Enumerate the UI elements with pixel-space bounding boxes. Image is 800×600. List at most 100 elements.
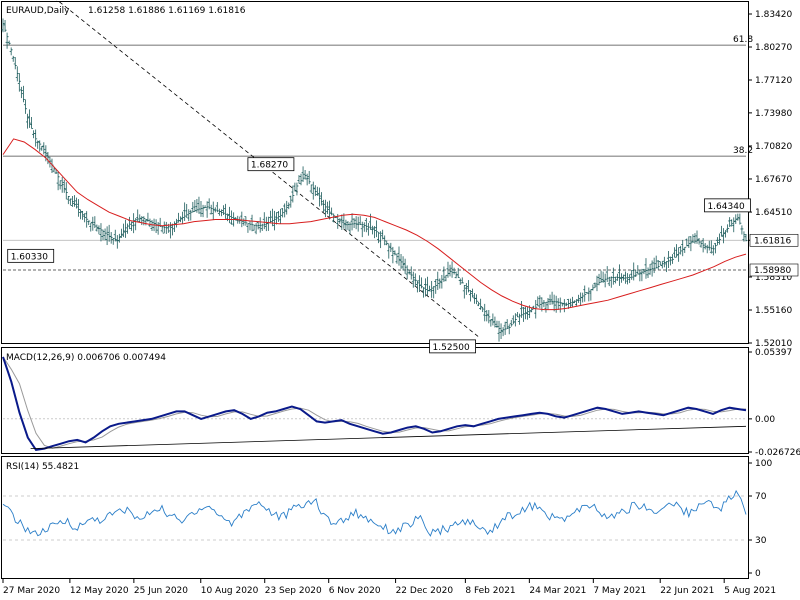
current-price-badge: 1.61816 xyxy=(754,236,791,246)
ohlc-bar xyxy=(648,264,652,275)
ohlc-bar xyxy=(346,221,350,230)
ohlc-bar xyxy=(138,214,142,223)
ohlc-bar xyxy=(228,206,232,224)
ohlc-bar xyxy=(505,319,509,330)
ohlc-bar xyxy=(477,301,481,307)
ohlc-bar xyxy=(113,229,117,242)
ohlc-bar xyxy=(277,210,281,222)
ohlc-bar xyxy=(519,301,523,318)
ohlc-bar xyxy=(460,277,464,284)
ohlc-bar xyxy=(493,316,497,328)
price-axis-tick-label-9: 1.55160 xyxy=(755,306,792,316)
price-axis-tick-label-8: 1.58310 xyxy=(755,273,792,283)
price-label-3: 1.64340 xyxy=(707,202,744,212)
ohlc-bar xyxy=(448,264,452,277)
ohlc-bar xyxy=(397,246,401,266)
ohlc-bar xyxy=(740,225,744,235)
ohlc-bar xyxy=(428,285,432,292)
ohlc-bar xyxy=(21,85,25,103)
x-axis: 27 Mar 2020 12 May 2020 25 Jun 2020 10 Aug … xyxy=(2,579,776,596)
ohlc-bar xyxy=(424,278,428,297)
ohlc-bar xyxy=(13,57,17,70)
ohlc-bar xyxy=(395,253,399,264)
ohlc-bar xyxy=(658,261,662,266)
x-tick-label-11: 5 Aug 2021 xyxy=(724,586,776,596)
rsi-axis-tick-label-2: 30 xyxy=(755,536,767,546)
ohlc-bar xyxy=(513,313,517,327)
ohlc-bar xyxy=(409,266,413,280)
ohlc-bar xyxy=(11,55,15,62)
ohlc-bar xyxy=(123,219,127,238)
ohlc-bar xyxy=(311,181,315,200)
ohlc-bar xyxy=(242,218,246,226)
ohlc-bar xyxy=(203,205,207,208)
ohlc-bar xyxy=(370,225,374,235)
ohlc-bar xyxy=(638,269,642,282)
ohlc-bar xyxy=(101,229,105,241)
ohlc-bar xyxy=(628,274,632,284)
ohlc-bar xyxy=(622,274,626,281)
ohlc-bar xyxy=(440,274,444,289)
ohlc-bar xyxy=(132,213,136,234)
price-axis-tick-label-4: 1.70820 xyxy=(755,142,792,152)
ohlc-bar xyxy=(83,213,87,223)
ohlc-bar xyxy=(126,223,130,234)
ohlc-bar xyxy=(223,203,227,219)
ohlc-bar xyxy=(560,302,564,307)
ohlc-bar xyxy=(730,219,734,227)
ohlc-bar xyxy=(321,199,325,213)
ohlc-bar xyxy=(181,211,185,225)
ohlc-bar xyxy=(509,319,513,327)
ohlc-bar xyxy=(221,205,225,216)
macd-trend-line xyxy=(30,425,747,450)
price-ohlc-readout: 1.61258 1.61886 1.61169 1.61816 xyxy=(88,6,246,16)
ohlc-bar xyxy=(722,228,726,244)
ohlc-bar xyxy=(303,170,307,180)
ohlc-bar xyxy=(468,290,472,302)
ohlc-bar xyxy=(62,179,66,193)
ohlc-bar xyxy=(568,298,572,308)
ohlc-bar xyxy=(19,86,23,99)
ohlc-bar xyxy=(74,197,78,209)
price-axis-tick-label-3: 1.73980 xyxy=(755,109,792,119)
ohlc-bar xyxy=(130,221,134,231)
ohlc-bar xyxy=(601,271,605,283)
ohlc-bar xyxy=(707,240,711,251)
x-tick-label-2: 25 Jun 2020 xyxy=(134,586,188,596)
ohlc-bar xyxy=(736,213,740,221)
ohlc-bar xyxy=(58,180,62,190)
ohlc-bar xyxy=(456,267,460,279)
ohlc-bar xyxy=(544,301,548,313)
rsi-panel-title: RSI(14) 55.4821 xyxy=(6,462,79,472)
ohlc-bar xyxy=(442,266,446,282)
ohlc-bar xyxy=(199,200,203,217)
ohlc-bar xyxy=(109,232,113,244)
ohlc-bar xyxy=(213,207,217,213)
ohlc-bar xyxy=(407,270,411,275)
ohlc-bar xyxy=(689,236,693,252)
x-tick-label-4: 23 Sep 2020 xyxy=(265,586,322,596)
ohlc-bar xyxy=(134,218,138,231)
price-panel: 61.8 38.2 1.68270 1.60330 1.52500 1.64340 1.83… xyxy=(1,0,799,354)
ohlc-bar xyxy=(7,40,11,45)
price-panel-title: EURAUD,Daily xyxy=(6,6,70,16)
ohlc-bar xyxy=(675,244,679,258)
ohlc-bar xyxy=(587,287,591,302)
ohlc-bar xyxy=(611,267,615,285)
support-badge: 1.58980 xyxy=(754,266,791,276)
ohlc-bar xyxy=(411,271,415,288)
ohlc-bar xyxy=(585,292,589,294)
ohlc-bar xyxy=(393,250,397,256)
ohlc-bar xyxy=(450,261,454,278)
ohlc-bar xyxy=(148,218,152,228)
ohlc-bar xyxy=(405,265,409,280)
ohlc-bar xyxy=(419,277,423,289)
x-tick-label-5: 6 Nov 2020 xyxy=(329,586,381,596)
x-tick-label-6: 22 Dec 2020 xyxy=(396,586,454,596)
ohlc-bar xyxy=(289,195,293,208)
ohlc-bar xyxy=(507,324,511,335)
ohlc-bar xyxy=(646,267,650,279)
ohlc-bar xyxy=(556,298,560,310)
ohlc-bar xyxy=(595,275,599,292)
ohlc-bar xyxy=(444,274,448,282)
